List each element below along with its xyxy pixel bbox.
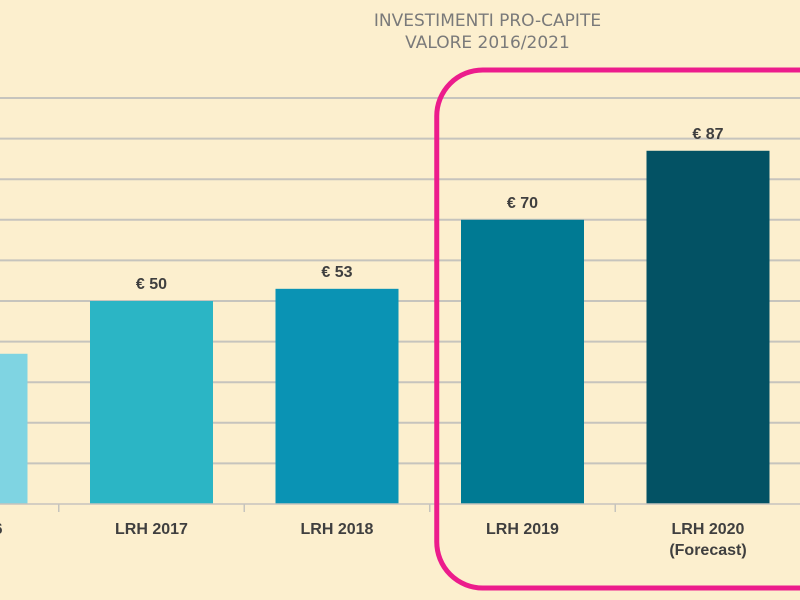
chart-title-line: INVESTIMENTI PRO-CAPITE [373, 11, 602, 31]
chart-subtitle-line: VALORE 2016/2021 [405, 33, 570, 53]
bar [461, 219, 584, 505]
highlight-frame [434, 67, 800, 591]
bar [646, 150, 770, 504]
bar [90, 301, 213, 504]
x-axis [0, 503, 800, 512]
category-labels: LRH 2016 LRH 2017 LRH 2018 LRH 2019 LRH 2020… [0, 521, 747, 559]
category-label: LRH 2017 [115, 521, 188, 538]
category-label: LRH 2016 [0, 521, 3, 538]
bar [0, 353, 28, 504]
bar [275, 288, 399, 504]
value-label: € 50 [136, 276, 167, 293]
category-label: LRH 2020 (Forecast) [669, 521, 746, 559]
value-label: € 53 [321, 264, 352, 281]
value-labels: € 50 € 53 € 70 € 87 [136, 126, 724, 293]
bars [0, 150, 770, 505]
category-label: LRH 2018 [301, 521, 374, 538]
value-label: € 70 [507, 195, 538, 212]
category-label: LRH 2019 [486, 521, 559, 538]
value-label: € 87 [692, 126, 723, 143]
chart-title: INVESTIMENTI PRO-CAPITE VALORE 2016/2021 [0, 10, 800, 54]
highlight-group [434, 67, 800, 591]
